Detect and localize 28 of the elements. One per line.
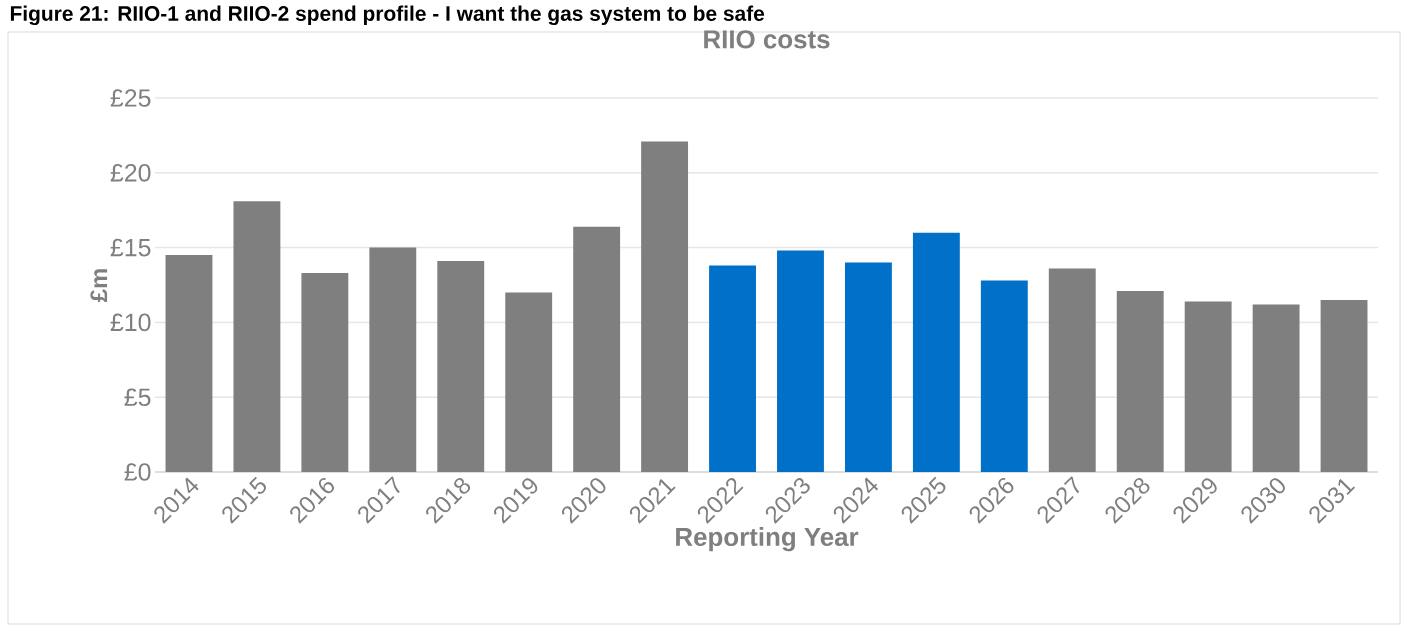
bar [437,261,485,473]
bar [505,292,553,473]
y-tick-label: £0 [124,463,151,481]
bar [1116,290,1164,473]
bar [369,247,417,473]
bar [709,265,756,473]
bar [165,255,213,473]
bar [1320,299,1368,473]
bar [301,273,349,473]
bar [844,262,892,473]
bar [573,226,621,473]
chart-title: RIIO costs [704,30,830,49]
y-tick-label: £5 [124,388,151,407]
y-tick-label: £15 [110,238,151,257]
x-axis-title: Reporting Year [676,527,859,552]
y-axis-title: £m [90,269,108,303]
bar [233,201,281,473]
bar [777,250,824,473]
bar [1252,304,1300,473]
bar [980,280,1028,473]
caption: Figure 21: RIIO-1 and RIIO-2 spend profile - I want the gas system to be safe [10,5,765,26]
y-tick-label: £20 [110,163,151,182]
bar [912,232,960,473]
bar [1184,301,1232,473]
y-tick-label: £25 [110,89,151,107]
y-tick-label: £10 [110,313,151,332]
bar [1048,268,1096,473]
bar [641,141,689,473]
